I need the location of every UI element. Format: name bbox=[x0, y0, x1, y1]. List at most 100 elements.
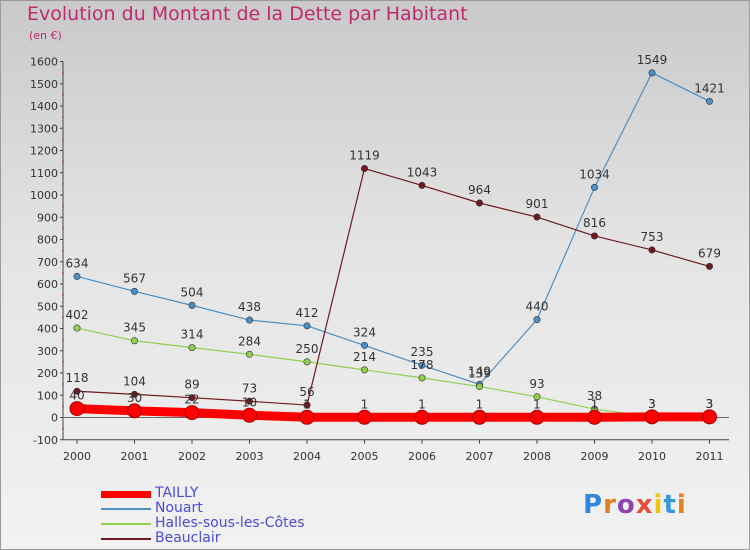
y-tick-label: 1500 bbox=[30, 78, 58, 91]
data-point bbox=[246, 397, 254, 405]
data-label: 93 bbox=[529, 377, 544, 391]
data-point bbox=[246, 316, 254, 324]
data-point bbox=[590, 183, 598, 191]
y-tick-label: 1100 bbox=[30, 167, 58, 180]
data-label: 22 bbox=[184, 393, 199, 407]
data-point bbox=[587, 409, 602, 425]
y-tick-label: 900 bbox=[37, 211, 58, 224]
data-label: 178 bbox=[411, 358, 434, 372]
x-tick-label: 2009 bbox=[581, 450, 609, 463]
data-label: 901 bbox=[526, 197, 549, 211]
brand-letter: x bbox=[635, 490, 654, 520]
data-point bbox=[73, 272, 81, 280]
data-label: 3 bbox=[706, 397, 714, 411]
series-line-tailly bbox=[72, 404, 714, 422]
x-tick-label: 2004 bbox=[293, 450, 321, 463]
legend-swatch bbox=[101, 508, 151, 510]
data-label: 3 bbox=[706, 397, 714, 411]
data-label: 964 bbox=[468, 183, 491, 197]
data-label: 56 bbox=[299, 385, 314, 399]
data-point bbox=[303, 358, 311, 366]
brand-letter: r bbox=[603, 490, 617, 520]
data-label: 753 bbox=[641, 230, 664, 244]
data-label: 634 bbox=[66, 256, 89, 270]
data-label: 402 bbox=[66, 308, 89, 322]
x-tick-label: 2011 bbox=[696, 450, 724, 463]
brand-logo: Proxiti bbox=[583, 490, 687, 520]
y-tick-label: 0 bbox=[51, 412, 58, 425]
brand-letter: P bbox=[583, 490, 604, 520]
data-point bbox=[702, 409, 717, 425]
data-point bbox=[648, 246, 656, 254]
data-label: 214 bbox=[353, 350, 376, 364]
data-point bbox=[303, 322, 311, 330]
data-label: 104 bbox=[123, 374, 146, 388]
data-point bbox=[475, 199, 483, 207]
data-label: 1 bbox=[533, 397, 541, 411]
data-point bbox=[69, 401, 85, 417]
data-point bbox=[533, 213, 541, 221]
data-label: 504 bbox=[181, 285, 204, 299]
legend-label: TAILLY bbox=[155, 485, 199, 501]
y-tick-label: 300 bbox=[37, 345, 58, 358]
legend-swatch bbox=[101, 523, 151, 525]
data-label: 1549 bbox=[637, 53, 668, 67]
data-label: 3 bbox=[648, 397, 656, 411]
data-label: 118 bbox=[66, 371, 89, 385]
legend-label: Nouart bbox=[155, 500, 203, 516]
data-point bbox=[357, 409, 372, 425]
data-point bbox=[131, 337, 139, 345]
data-label: 345 bbox=[123, 321, 146, 335]
series-line-halles-sous-les-c-tes bbox=[76, 327, 711, 418]
data-point bbox=[242, 407, 257, 423]
x-tick-label: 2002 bbox=[178, 450, 206, 463]
data-point bbox=[472, 409, 487, 425]
data-label: 1421 bbox=[694, 81, 725, 95]
data-label: 235 bbox=[411, 345, 434, 359]
data-label: 567 bbox=[123, 271, 146, 285]
data-label: 139 bbox=[468, 367, 491, 381]
brand-letter: o bbox=[616, 490, 636, 520]
data-label: 1043 bbox=[407, 165, 438, 179]
data-point bbox=[414, 409, 430, 425]
x-tick-label: 2010 bbox=[638, 450, 666, 463]
data-point bbox=[73, 387, 81, 395]
data-point bbox=[73, 324, 81, 332]
y-tick-label: 1400 bbox=[30, 100, 58, 113]
x-tick-label: 2001 bbox=[121, 450, 149, 463]
y-tick-label: -100 bbox=[33, 434, 58, 447]
data-label: 816 bbox=[583, 216, 606, 230]
legend-swatch bbox=[101, 491, 151, 498]
x-tick-label: 2003 bbox=[236, 450, 264, 463]
data-point bbox=[418, 361, 426, 369]
brand-letter: i bbox=[653, 490, 664, 520]
data-label: 1 bbox=[303, 397, 311, 411]
data-point bbox=[303, 401, 311, 409]
data-point bbox=[188, 344, 196, 352]
data-point bbox=[529, 409, 545, 425]
data-label: 314 bbox=[181, 328, 204, 342]
data-label: 1034 bbox=[579, 167, 610, 181]
data-label: 440 bbox=[526, 300, 549, 314]
chart-subtitle: (en €) bbox=[29, 29, 62, 42]
data-label: 10 bbox=[242, 395, 257, 409]
data-label: 679 bbox=[698, 246, 721, 260]
series-line-beauclair bbox=[76, 167, 711, 406]
data-label: 89 bbox=[184, 378, 199, 392]
data-label: 412 bbox=[296, 306, 319, 320]
data-point bbox=[418, 181, 426, 189]
x-tick-label: 2000 bbox=[63, 450, 91, 463]
data-label: 30 bbox=[127, 391, 142, 405]
data-point bbox=[705, 262, 713, 270]
series-line-nouart bbox=[76, 72, 711, 385]
y-tick-label: 1000 bbox=[30, 189, 58, 202]
brand-letter: t bbox=[663, 490, 677, 520]
data-point bbox=[644, 409, 660, 425]
y-tick-label: 100 bbox=[37, 389, 58, 402]
data-label: 1 bbox=[591, 397, 599, 411]
data-point bbox=[360, 165, 368, 173]
data-label: 324 bbox=[353, 325, 376, 339]
data-label: 38 bbox=[587, 389, 602, 403]
data-point bbox=[590, 232, 598, 240]
